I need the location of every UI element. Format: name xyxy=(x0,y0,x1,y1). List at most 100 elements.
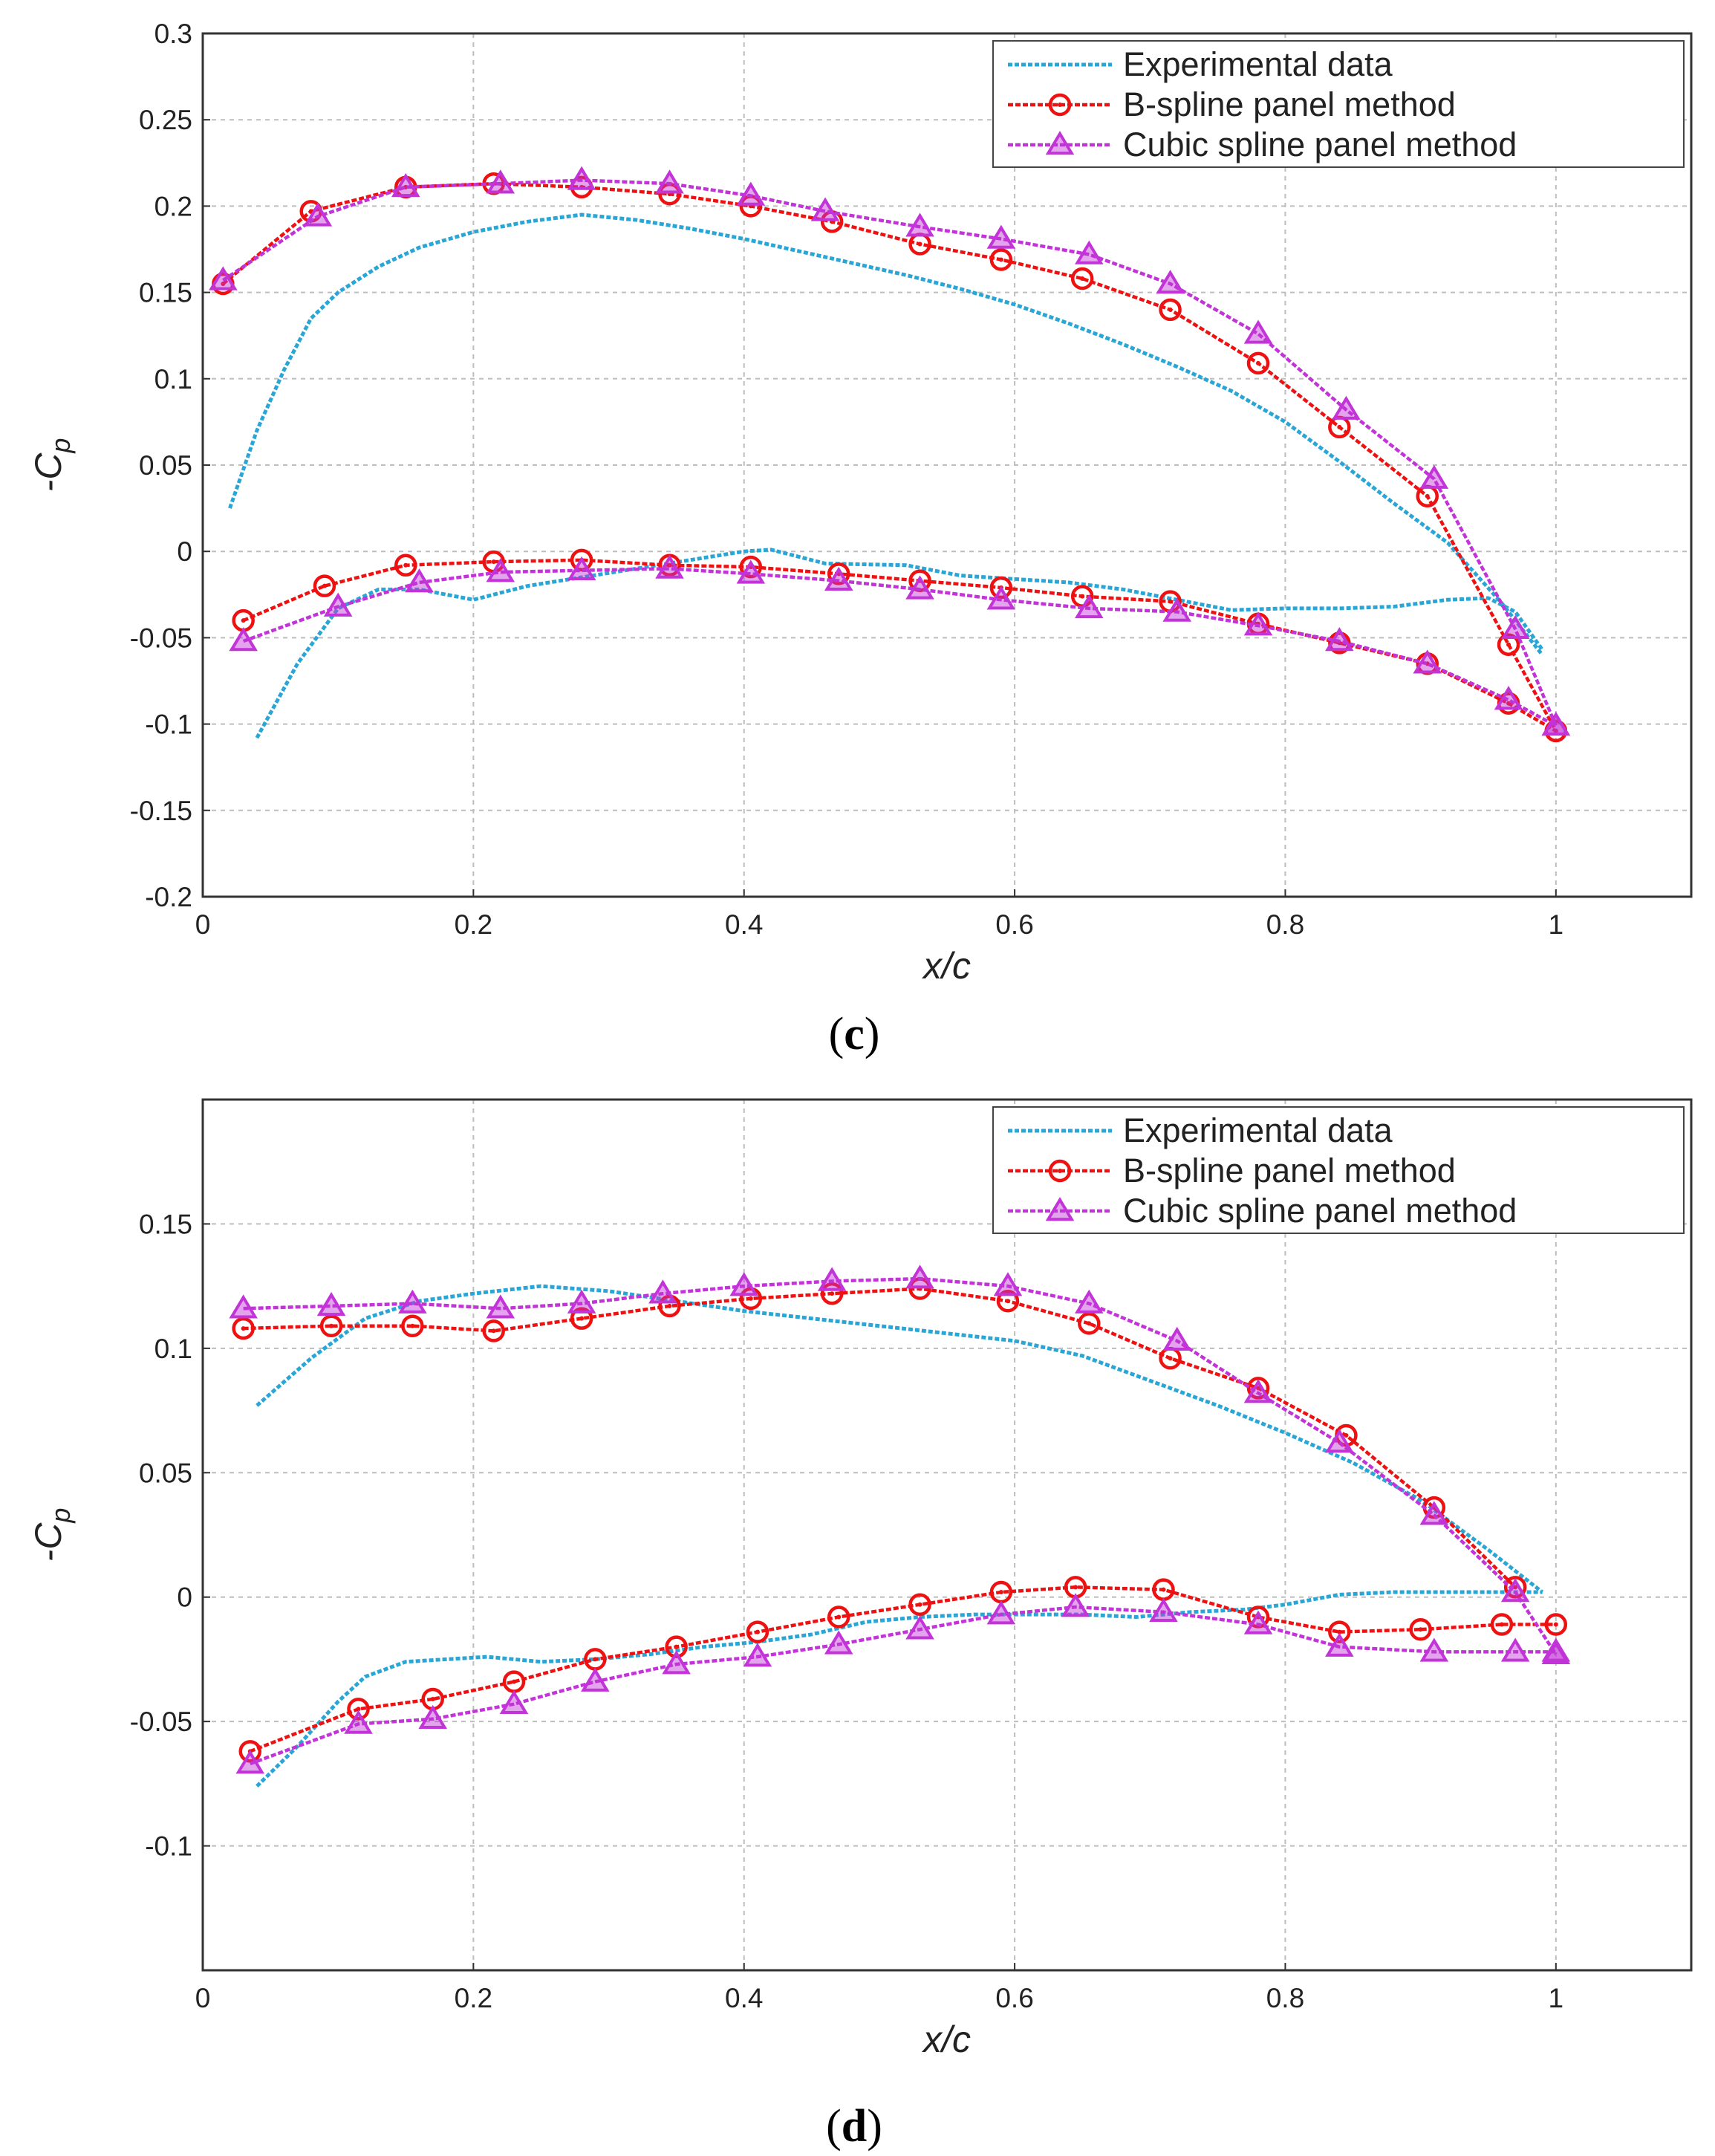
series-line-experimental-data-lower xyxy=(255,548,1544,739)
data-point-b-spline-panel-method-lower-center xyxy=(403,562,409,568)
y-tick-label: 0 xyxy=(177,1582,192,1613)
data-point-cubic-spline-panel-method-lower xyxy=(824,1630,853,1655)
data-point-cubic-spline-panel-method-lower xyxy=(986,1600,1016,1625)
panel-label-close-paren: ) xyxy=(867,2101,882,2152)
x-tick-label: 0.6 xyxy=(995,909,1033,940)
data-point-cubic-spline-panel-method xyxy=(817,1267,847,1291)
y-tick-label: 0 xyxy=(177,536,192,567)
series-experimental-data xyxy=(256,1284,1544,1594)
data-point-b-spline-panel-method-center xyxy=(667,1303,672,1308)
data-point-cubic-spline-panel-method xyxy=(1156,270,1185,294)
data-point-b-spline-panel-method-lower xyxy=(827,1605,850,1629)
data-point-b-spline-panel-method-center xyxy=(241,1326,246,1331)
data-point-b-spline-panel-method-center xyxy=(1506,642,1511,647)
y-axis-title-subscript: p xyxy=(45,438,76,454)
x-tick-label: 0.2 xyxy=(455,1983,492,2013)
data-point-b-spline-panel-method-lower-center xyxy=(322,583,327,588)
data-point-cubic-spline-panel-method-lower xyxy=(229,627,258,652)
data-point-cubic-spline-panel-method-lower xyxy=(1494,686,1523,710)
data-point-cubic-spline-panel-method xyxy=(316,1292,346,1316)
y-axis-title-main: -C xyxy=(27,452,69,493)
y-axis-title: -Cp xyxy=(27,438,76,493)
data-point-b-spline-panel-method-lower-center xyxy=(1553,728,1558,733)
data-point-b-spline-panel-method-lower-center xyxy=(998,1590,1003,1595)
plot-frame xyxy=(201,1098,1693,1972)
data-point-cubic-spline-panel-method-lower xyxy=(743,1643,772,1667)
data-point-b-spline-panel-method-center xyxy=(1005,1299,1010,1304)
data-point-b-spline-panel-method-center xyxy=(1256,360,1261,366)
chart-c: -0.2 -0.15 -0.1 -0.05 0 0.05 0.1 0.15 0.2 0.25 0.3… xyxy=(27,19,1693,1059)
data-point-b-spline-panel-method-lower xyxy=(570,548,593,572)
data-point-cubic-spline-panel-method xyxy=(905,1264,934,1289)
data-point-cubic-spline-panel-method-lower xyxy=(323,592,353,617)
y-axis-title-main: -C xyxy=(27,1522,69,1562)
data-point-b-spline-panel-method-center xyxy=(491,1328,496,1334)
data-point-cubic-spline-panel-method-lower xyxy=(1162,597,1191,622)
data-point-b-spline-panel-method xyxy=(232,1316,255,1340)
data-point-b-spline-panel-method-lower xyxy=(347,1698,370,1721)
panel-label-close-paren: ) xyxy=(865,1009,880,1059)
data-point-cubic-spline-panel-method xyxy=(209,266,238,290)
legend-marker-center xyxy=(1058,103,1062,107)
x-axis-title: x/c xyxy=(922,945,971,987)
data-point-b-spline-panel-method xyxy=(1246,351,1270,375)
legend-label: Experimental data xyxy=(1123,1111,1393,1149)
data-point-b-spline-panel-method-lower-center xyxy=(755,1629,760,1634)
data-point-b-spline-panel-method xyxy=(401,1314,424,1337)
data-point-cubic-spline-panel-method xyxy=(567,1289,596,1314)
data-point-cubic-spline-panel-method-lower xyxy=(1149,1597,1178,1623)
data-point-b-spline-panel-method-lower xyxy=(313,574,336,597)
data-point-b-spline-panel-method-lower-center xyxy=(1168,599,1173,604)
legend-label: B-spline panel method xyxy=(1123,85,1456,123)
data-point-cubic-spline-panel-method-lower xyxy=(405,568,434,593)
data-point-b-spline-panel-method xyxy=(1078,1312,1101,1335)
panel-label: (d) xyxy=(826,2101,882,2152)
data-point-b-spline-panel-method-lower-center xyxy=(917,1602,922,1607)
data-point-b-spline-panel-method-lower xyxy=(238,1740,262,1763)
data-point-b-spline-panel-method-center xyxy=(917,241,922,247)
x-tick-label: 0.8 xyxy=(1266,909,1304,940)
data-point-b-spline-panel-method-center xyxy=(1513,1585,1518,1590)
data-point-cubic-spline-panel-method xyxy=(1419,1501,1449,1525)
data-point-b-spline-panel-method xyxy=(482,1319,505,1342)
y-tick-label: -0.05 xyxy=(130,623,192,653)
data-point-b-spline-panel-method-lower xyxy=(1544,1613,1568,1636)
y-axis-title: -Cp xyxy=(27,1508,76,1562)
data-point-cubic-spline-panel-method xyxy=(486,169,515,194)
data-point-b-spline-panel-method-center xyxy=(1168,307,1173,312)
series-line-b-spline-panel-method xyxy=(243,1287,1517,1588)
panel-label-open-paren: ( xyxy=(826,2101,842,2152)
data-point-cubic-spline-panel-method xyxy=(398,1289,427,1314)
data-point-cubic-spline-panel-method xyxy=(655,169,684,194)
data-point-b-spline-panel-method-lower-center xyxy=(1080,594,1085,599)
legend-label: Cubic spline panel method xyxy=(1123,1192,1517,1230)
data-point-b-spline-panel-method-lower-center xyxy=(241,618,246,623)
y-axis-title-subscript: p xyxy=(45,1508,76,1524)
series-line-experimental-data xyxy=(256,1284,1544,1594)
x-axis-title: x/c xyxy=(922,2019,971,2060)
data-point-cubic-spline-panel-method xyxy=(1325,1429,1354,1453)
data-point-b-spline-panel-method-center xyxy=(1087,1321,1092,1326)
grid-lines xyxy=(203,33,1691,897)
data-point-b-spline-panel-method-center xyxy=(1168,1356,1173,1361)
data-point-b-spline-panel-method-lower-center xyxy=(491,559,496,565)
data-point-b-spline-panel-method xyxy=(989,248,1013,271)
data-point-cubic-spline-panel-method-lower xyxy=(662,1650,691,1675)
y-tick-labels: -0.2 -0.15 -0.1 -0.05 0 0.05 0.1 0.15 0.2 0.25 0.3 xyxy=(130,19,210,912)
data-point-cubic-spline-panel-method-lower xyxy=(986,585,1016,610)
series-cubic-spline-panel-method-lower xyxy=(235,1593,1571,1774)
data-point-b-spline-panel-method xyxy=(1070,267,1094,290)
series-experimental-data-lower xyxy=(255,548,1544,739)
data-point-b-spline-panel-method-lower-center xyxy=(593,1657,598,1662)
data-point-b-spline-panel-method-lower-center xyxy=(1073,1585,1078,1590)
data-point-cubic-spline-panel-method xyxy=(810,197,840,221)
data-point-cubic-spline-panel-method-lower xyxy=(581,1667,610,1692)
y-tick-label: 0.1 xyxy=(154,364,192,394)
data-point-b-spline-panel-method-lower xyxy=(739,555,763,579)
series-cubic-spline-panel-method xyxy=(209,166,1571,736)
data-point-cubic-spline-panel-method xyxy=(1500,614,1530,640)
data-point-b-spline-panel-method-center xyxy=(579,1316,585,1321)
data-point-cubic-spline-panel-method xyxy=(648,1279,677,1304)
data-point-cubic-spline-panel-method-lower xyxy=(235,1750,265,1774)
